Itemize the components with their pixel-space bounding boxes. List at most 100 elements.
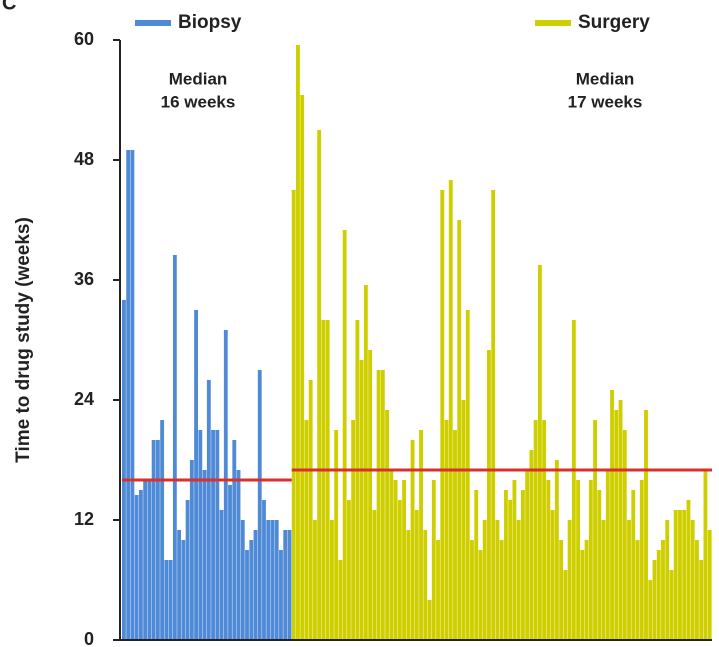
bar: [512, 480, 517, 640]
bar: [317, 130, 322, 640]
bar: [245, 550, 249, 640]
bar: [491, 190, 496, 640]
bar: [690, 520, 695, 640]
bar: [520, 490, 525, 640]
bar: [240, 520, 245, 640]
bar: [639, 480, 644, 640]
bar: [461, 400, 466, 640]
bar: [266, 520, 271, 640]
bar: [554, 460, 559, 640]
bar: [300, 95, 305, 640]
bar: [270, 520, 275, 640]
bar: [504, 490, 508, 640]
bar: [597, 490, 602, 640]
bar: [138, 490, 143, 640]
bar: [389, 470, 394, 640]
bar: [593, 420, 597, 640]
bar: [559, 540, 564, 640]
bar: [457, 220, 462, 640]
bar: [202, 470, 207, 640]
bar: [656, 550, 661, 640]
bar: [707, 530, 712, 640]
bar: [143, 480, 148, 640]
y-tick-label: 0: [84, 629, 94, 647]
bar: [419, 430, 423, 640]
bar: [588, 480, 593, 640]
bar: [342, 230, 347, 640]
y-axis-label: Time to drug study (weeks): [13, 217, 34, 463]
bar: [580, 550, 585, 640]
legend-label: Surgery: [578, 12, 650, 33]
bar: [359, 360, 364, 640]
bar: [194, 310, 199, 640]
bar: [147, 480, 152, 640]
bar: [283, 530, 288, 640]
bar: [682, 510, 687, 640]
bar: [427, 600, 432, 640]
bar: [168, 560, 173, 640]
bar: [228, 485, 232, 640]
bar: [211, 430, 215, 640]
bar: [431, 480, 436, 640]
y-tick-label: 48: [74, 149, 94, 169]
bar: [313, 520, 317, 640]
bar: [482, 520, 487, 640]
bar: [304, 420, 309, 640]
median-annotation: Median: [169, 69, 228, 88]
bar: [177, 530, 182, 640]
bar: [164, 560, 169, 640]
bar: [610, 390, 614, 640]
bar: [571, 320, 576, 640]
bar: [631, 490, 636, 640]
bar: [414, 510, 419, 640]
bar: [393, 480, 398, 640]
median-annotation: 16 weeks: [161, 92, 236, 111]
bar: [423, 530, 428, 640]
bar: [542, 420, 547, 640]
bar: [296, 45, 300, 640]
bar: [385, 410, 390, 640]
bar: [699, 560, 704, 640]
bar: [160, 420, 165, 640]
bar: [346, 500, 351, 640]
bar: [448, 180, 453, 640]
bar: [262, 500, 266, 640]
bar: [546, 480, 551, 640]
bar: [397, 500, 402, 640]
legend-label: Biopsy: [178, 12, 242, 33]
bar: [122, 300, 126, 640]
bar: [126, 150, 131, 640]
bar: [274, 520, 279, 640]
bar: [669, 570, 674, 640]
bar: [351, 420, 356, 640]
bar: [550, 510, 555, 640]
bar: [130, 150, 135, 640]
bar: [495, 520, 500, 640]
bar: [206, 380, 211, 640]
bar: [257, 370, 262, 640]
bar: [291, 190, 296, 640]
y-tick-label: 12: [74, 509, 94, 529]
bar: [355, 320, 360, 640]
bar: [478, 550, 483, 640]
bar: [249, 540, 254, 640]
bar: [223, 330, 228, 640]
bar: [584, 540, 589, 640]
bar: [635, 540, 640, 640]
bar: [189, 460, 194, 640]
bar: [622, 430, 627, 640]
bar: [134, 495, 139, 640]
bar: [321, 320, 326, 640]
bar: [703, 470, 708, 640]
bar: [232, 440, 237, 640]
bar: [406, 530, 411, 640]
bar: [440, 190, 445, 640]
bar: [576, 480, 581, 640]
bar: [436, 540, 440, 640]
bar: [253, 530, 258, 640]
bar: [487, 350, 491, 640]
bar: [363, 285, 368, 640]
bar: [215, 430, 220, 640]
bar: [325, 320, 330, 640]
bar: [661, 540, 665, 640]
